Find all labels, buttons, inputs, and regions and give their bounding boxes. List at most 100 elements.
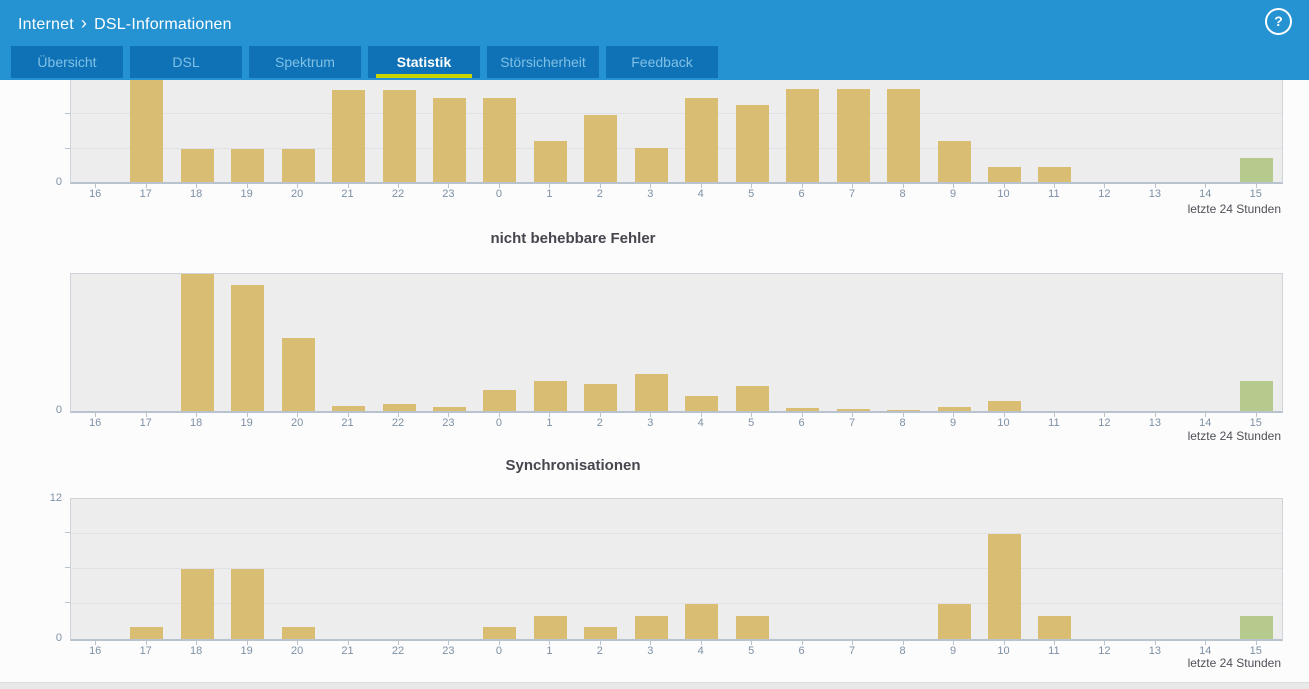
x-tick-label: 19 <box>240 188 253 200</box>
chart-title-synchronisationen: Synchronisationen <box>505 457 641 474</box>
bar-hour-8 <box>887 89 921 182</box>
bar-hour-4 <box>685 98 719 182</box>
x-tick <box>196 413 198 417</box>
x-tick <box>1053 413 1055 417</box>
x-tick-label: 8 <box>899 645 906 657</box>
x-tick-label: 10 <box>997 645 1010 657</box>
x-tick <box>1154 413 1156 417</box>
bar-hour-1 <box>533 616 567 639</box>
x-tick <box>95 641 97 645</box>
tab-dsl[interactable]: DSL <box>130 46 242 78</box>
bar-hour-0 <box>483 98 517 182</box>
range-label: letzte 24 Stunden <box>1187 202 1281 216</box>
x-tick-label: 12 <box>1098 417 1111 429</box>
x-tick <box>599 184 601 188</box>
x-tick-label: 14 <box>1199 417 1212 429</box>
x-tick-label: 13 <box>1148 645 1162 657</box>
y-axis: 0 <box>0 80 70 188</box>
x-tick <box>448 641 450 645</box>
tab-stoersicherheit[interactable]: Störsicherheit <box>487 46 599 78</box>
bar-hour-17 <box>130 80 164 182</box>
gridline <box>71 533 1282 534</box>
tab-statistik[interactable]: Statistik <box>368 46 480 78</box>
x-tick <box>1003 184 1005 188</box>
tab-uebersicht[interactable]: Übersicht <box>11 46 123 78</box>
bar-hour-10 <box>988 401 1021 411</box>
gridline <box>71 603 1282 604</box>
x-tick <box>801 641 803 645</box>
x-tick-label: 12 <box>1098 645 1111 657</box>
x-tick <box>1003 413 1005 417</box>
x-tick <box>145 184 147 188</box>
x-tick-label: 18 <box>189 645 203 657</box>
x-tick-label: 20 <box>290 188 304 200</box>
plot-area <box>70 498 1283 641</box>
x-tick <box>1255 184 1257 188</box>
x-tick <box>498 641 500 645</box>
x-tick-label: 18 <box>189 417 203 429</box>
x-tick-label: 4 <box>697 645 704 657</box>
x-tick <box>1205 641 1207 645</box>
x-tick <box>650 413 652 417</box>
x-tick <box>801 413 803 417</box>
x-tick-label: 16 <box>89 417 102 429</box>
breadcrumb: Internet › DSL-Informationen <box>18 0 232 44</box>
help-icon[interactable]: ? <box>1265 8 1292 35</box>
x-tick <box>599 641 601 645</box>
bar-hour-21 <box>332 406 365 411</box>
x-tick <box>1255 641 1257 645</box>
x-tick <box>498 184 500 188</box>
active-tab-underline <box>376 74 472 78</box>
x-tick <box>398 641 399 645</box>
y-tick <box>65 532 70 533</box>
x-tick-label: 14 <box>1199 645 1212 657</box>
x-tick-label: 7 <box>849 417 856 429</box>
bar-hour-17 <box>130 627 164 639</box>
x-tick <box>902 413 904 417</box>
x-tick <box>347 641 349 645</box>
bar-hour-22 <box>382 404 416 411</box>
x-tick <box>498 413 500 417</box>
x-tick-label: 9 <box>949 645 957 657</box>
tab-spektrum[interactable]: Spektrum <box>249 46 361 78</box>
tab-feedback[interactable]: Feedback <box>606 46 718 78</box>
x-tick-label: 10 <box>997 188 1010 200</box>
bar-hour-4 <box>685 396 719 411</box>
x-tick-label: 3 <box>647 417 654 429</box>
bar-hour-18 <box>180 274 214 411</box>
bottom-divider <box>0 682 1309 689</box>
x-tick <box>751 413 753 417</box>
x-axis: 16 17 18 19 20 21 22 23 0 1 2 3 4 5 6 7 8 9 10 11 12 13 14 15 <box>70 184 1281 202</box>
x-tick-label: 10 <box>997 417 1010 429</box>
x-tick-label: 21 <box>341 417 354 429</box>
x-tick <box>297 184 299 188</box>
x-tick <box>953 641 954 645</box>
gridline <box>71 113 1282 114</box>
bar-hour-2 <box>584 384 618 411</box>
x-tick <box>801 184 803 188</box>
x-tick <box>196 184 198 188</box>
x-tick <box>1053 641 1055 645</box>
x-tick <box>347 184 349 188</box>
tab-label: Feedback <box>631 54 693 70</box>
tab-label: DSL <box>172 54 200 70</box>
x-tick-label: 4 <box>697 417 704 429</box>
x-tick-label: 9 <box>949 188 957 200</box>
tab-bar: Übersicht DSL Spektrum Statistik Störsic… <box>0 44 1309 80</box>
x-tick-label: 0 <box>495 645 502 657</box>
y-axis: 0 <box>0 273 70 416</box>
x-tick-label: 2 <box>596 417 603 429</box>
x-tick-label: 23 <box>442 188 455 200</box>
bar-hour-15 <box>1240 616 1274 639</box>
bar-hour-20 <box>281 338 315 411</box>
x-tick <box>751 184 753 188</box>
breadcrumb-section: Internet <box>18 16 74 33</box>
x-tick <box>448 184 450 188</box>
x-tick <box>953 184 954 188</box>
x-tick <box>953 413 954 417</box>
x-tick-label: 16 <box>89 645 102 657</box>
bar-hour-9 <box>937 604 971 639</box>
x-tick <box>902 184 904 188</box>
bar-hour-21 <box>332 90 365 182</box>
plot-area <box>70 80 1283 184</box>
